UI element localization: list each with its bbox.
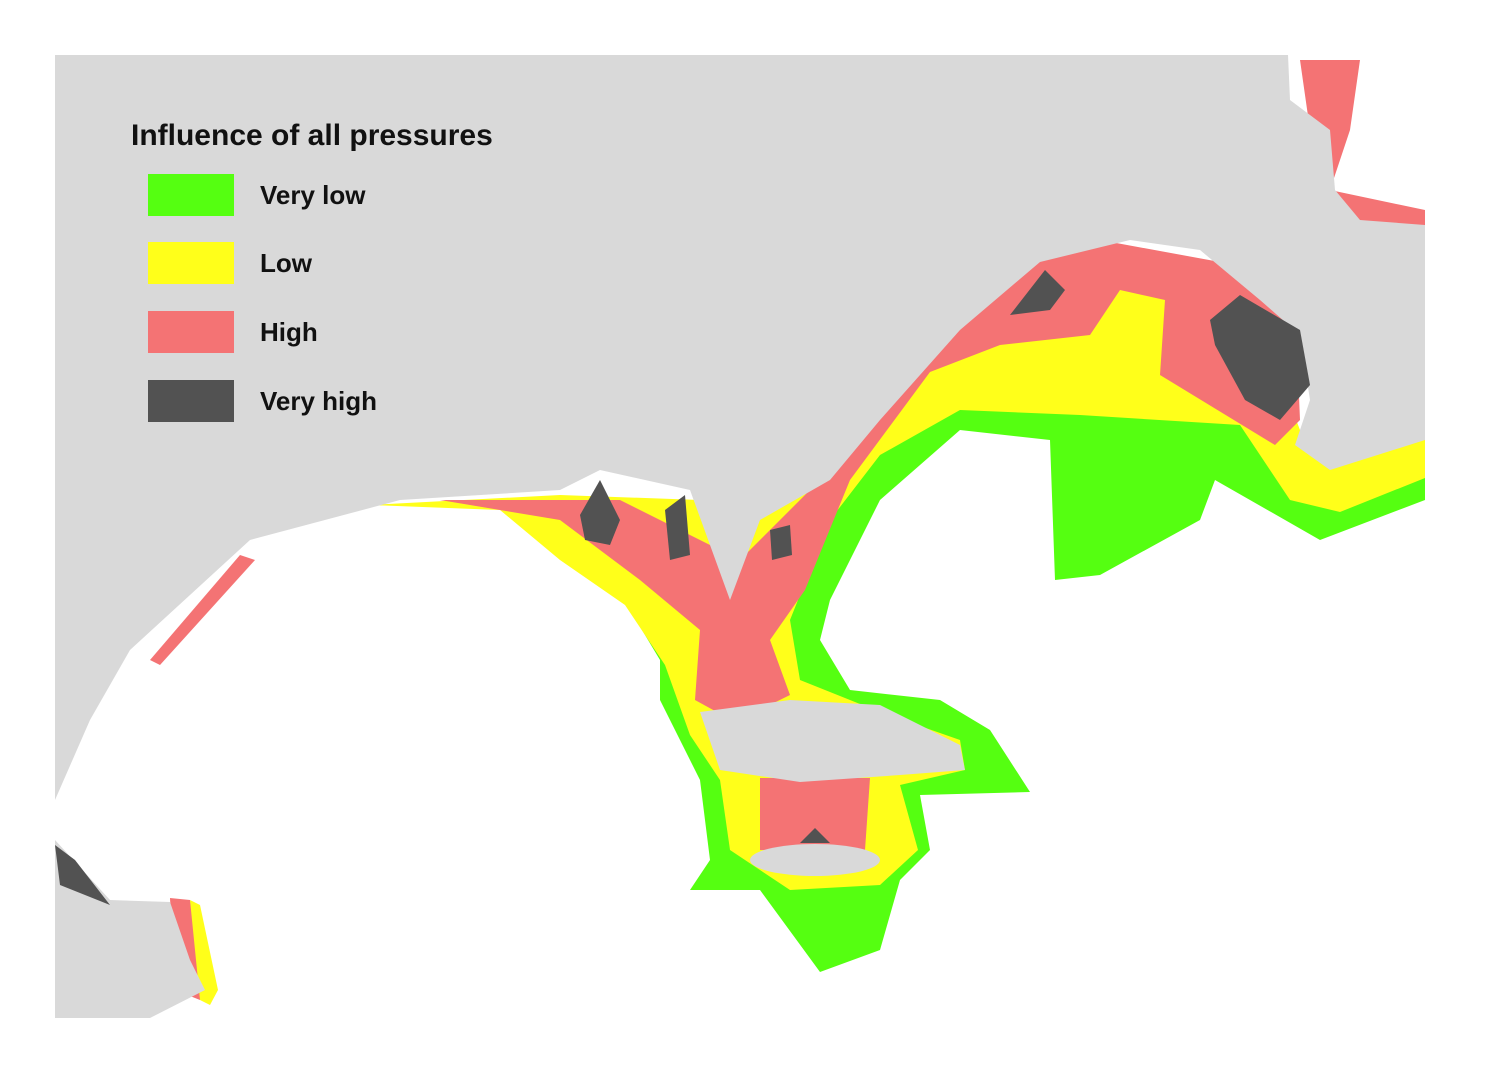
pressure-zones <box>150 60 1425 1005</box>
legend-label: High <box>260 317 318 347</box>
zone-very-high <box>1010 270 1065 315</box>
legend-label: Low <box>260 248 313 278</box>
zone-low <box>190 900 218 1005</box>
zone-high <box>760 778 870 850</box>
island-small <box>750 844 880 876</box>
legend-label: Very low <box>260 180 366 210</box>
zone-very-high <box>580 480 620 545</box>
very-high-spots <box>55 270 1310 905</box>
zone-high <box>440 240 1300 722</box>
legend-label: Very high <box>260 386 377 416</box>
zone-high <box>150 555 255 665</box>
legend-swatch <box>148 174 234 216</box>
mainland <box>55 55 1425 800</box>
legend-swatch <box>148 311 234 353</box>
legend: Very low Low High Very high <box>148 174 377 422</box>
zone-very-high <box>770 525 792 560</box>
zone-low <box>370 260 1425 890</box>
legend-title: Influence of all pressures <box>131 119 493 152</box>
land <box>55 55 1425 1018</box>
legend-swatch <box>148 380 234 422</box>
zone-very-high <box>800 828 830 843</box>
zone-very-high <box>55 845 110 905</box>
legend-swatch <box>148 242 234 284</box>
zone-very-high <box>1210 295 1310 420</box>
island-large <box>700 700 965 782</box>
zone-very-high <box>665 495 690 560</box>
